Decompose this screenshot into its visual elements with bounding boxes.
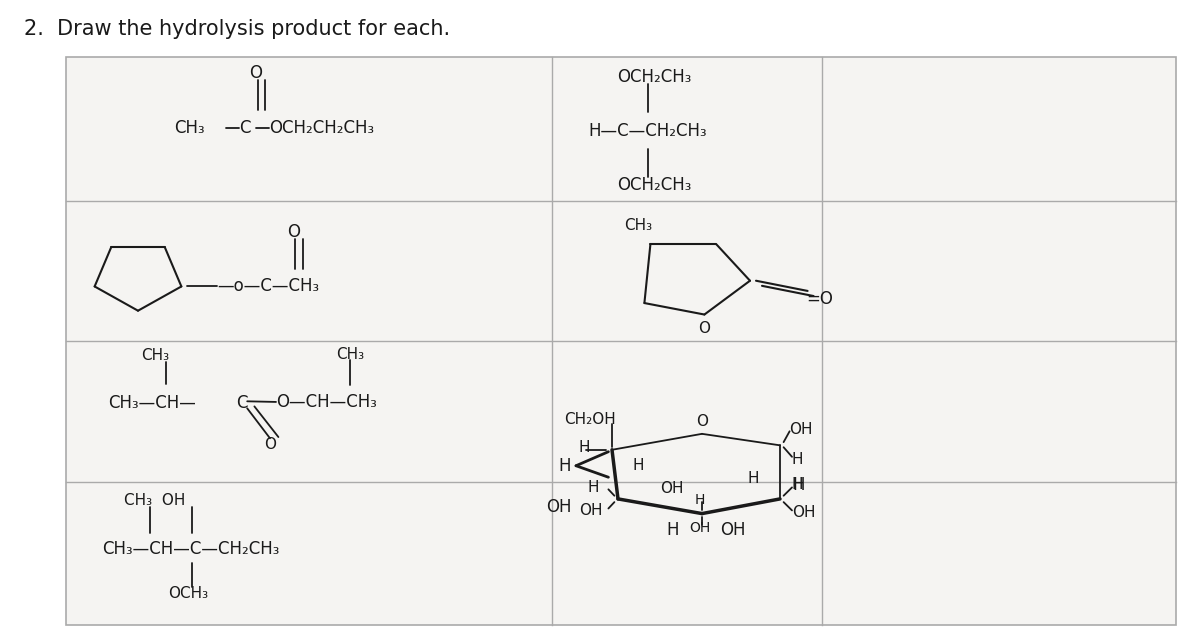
Bar	[66, 57, 1176, 625]
Text: OCH₂CH₂CH₃: OCH₂CH₂CH₃	[269, 119, 374, 137]
Text: H: H	[632, 458, 644, 473]
Text: CH₃  OH: CH₃ OH	[124, 493, 185, 508]
Text: OH: OH	[790, 422, 814, 437]
Text: OCH₂CH₃: OCH₂CH₃	[617, 176, 691, 194]
Text: O: O	[287, 223, 300, 241]
Text: CH₃: CH₃	[336, 346, 364, 362]
Text: O: O	[698, 321, 710, 336]
Text: OH: OH	[689, 521, 710, 535]
Text: CH₃—CH—C—CH₂CH₃: CH₃—CH—C—CH₂CH₃	[102, 540, 280, 558]
Text: =O: =O	[806, 290, 833, 308]
Text: H—C—CH₂CH₃: H—C—CH₂CH₃	[588, 122, 707, 140]
Text: CH₃: CH₃	[174, 119, 205, 137]
Text: H: H	[792, 452, 804, 467]
Text: O: O	[696, 413, 708, 429]
Text: CH₃: CH₃	[624, 218, 652, 233]
Text: OH: OH	[792, 505, 816, 521]
Text: H: H	[588, 480, 600, 495]
Text: OCH₃: OCH₃	[168, 586, 208, 601]
Text: H: H	[748, 471, 760, 486]
Text: OH: OH	[660, 480, 684, 496]
Text: C: C	[236, 394, 248, 412]
Text: H: H	[695, 493, 704, 507]
Text: H: H	[792, 477, 804, 493]
Text: —o—C—CH₃: —o—C—CH₃	[217, 278, 319, 295]
Text: H: H	[558, 457, 570, 475]
Text: H: H	[666, 521, 678, 538]
Text: O: O	[250, 64, 263, 82]
Text: CH₃—CH—: CH₃—CH—	[108, 394, 196, 412]
Text: CH₂OH: CH₂OH	[564, 412, 616, 427]
Text: C: C	[239, 119, 251, 137]
Text: OH: OH	[580, 503, 604, 518]
Text: OH: OH	[720, 521, 745, 538]
Text: O: O	[264, 437, 276, 452]
Text: H: H	[578, 440, 590, 456]
Text: 2.  Draw the hydrolysis product for each.: 2. Draw the hydrolysis product for each.	[24, 19, 450, 39]
Text: OCH₂CH₃: OCH₂CH₃	[617, 68, 691, 85]
Text: CH₃: CH₃	[142, 348, 169, 363]
Text: H: H	[792, 476, 804, 494]
Text: O—CH—CH₃: O—CH—CH₃	[276, 393, 377, 411]
Text: OH: OH	[546, 498, 571, 516]
